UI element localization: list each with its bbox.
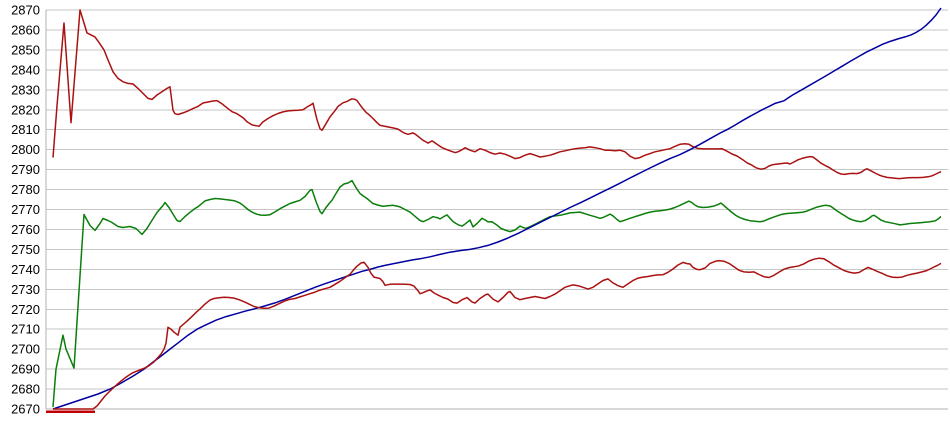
series-green bbox=[52, 179, 942, 408]
series-layer bbox=[52, 7, 942, 410]
y-axis-tick-label: 2840 bbox=[11, 62, 40, 77]
y-axis-tick-label: 2830 bbox=[11, 82, 40, 97]
y-axis-tick-label: 2670 bbox=[11, 402, 40, 417]
grid-layer bbox=[46, 9, 948, 410]
y-axis-tick-label: 2730 bbox=[11, 282, 40, 297]
y-axis-tick-label: 2820 bbox=[11, 102, 40, 117]
y-axis-tick-label: 2760 bbox=[11, 222, 40, 237]
series-red-upper bbox=[52, 9, 942, 180]
y-axis-tick-label: 2800 bbox=[11, 142, 40, 157]
series-red-lower bbox=[53, 257, 942, 410]
y-axis-tick-label: 2710 bbox=[11, 322, 40, 337]
y-axis-tick-label: 2750 bbox=[11, 242, 40, 257]
y-axis-tick-label: 2780 bbox=[11, 182, 40, 197]
y-axis-tick-label: 2740 bbox=[11, 262, 40, 277]
series-blue bbox=[52, 7, 942, 410]
y-axis-tick-label: 2770 bbox=[11, 202, 40, 217]
y-axis-tick-label: 2690 bbox=[11, 362, 40, 377]
y-axis-tick-label: 2720 bbox=[11, 302, 40, 317]
y-axis-tick-label: 2860 bbox=[11, 22, 40, 37]
y-axis-tick-label: 2790 bbox=[11, 162, 40, 177]
axis-layer bbox=[45, 10, 948, 413]
y-axis-tick-label: 2850 bbox=[11, 42, 40, 57]
y-axis-tick-label: 2680 bbox=[11, 382, 40, 397]
y-axis-tick-label: 2810 bbox=[11, 122, 40, 137]
y-axis-tick-label: 2870 bbox=[11, 3, 40, 18]
baseline-marker bbox=[46, 410, 95, 413]
y-axis-tick-label: 2700 bbox=[11, 342, 40, 357]
y-axis-labels: 2870 2860 2850 2840 2830 2820 2810 2800 2790 2780… bbox=[11, 3, 40, 417]
